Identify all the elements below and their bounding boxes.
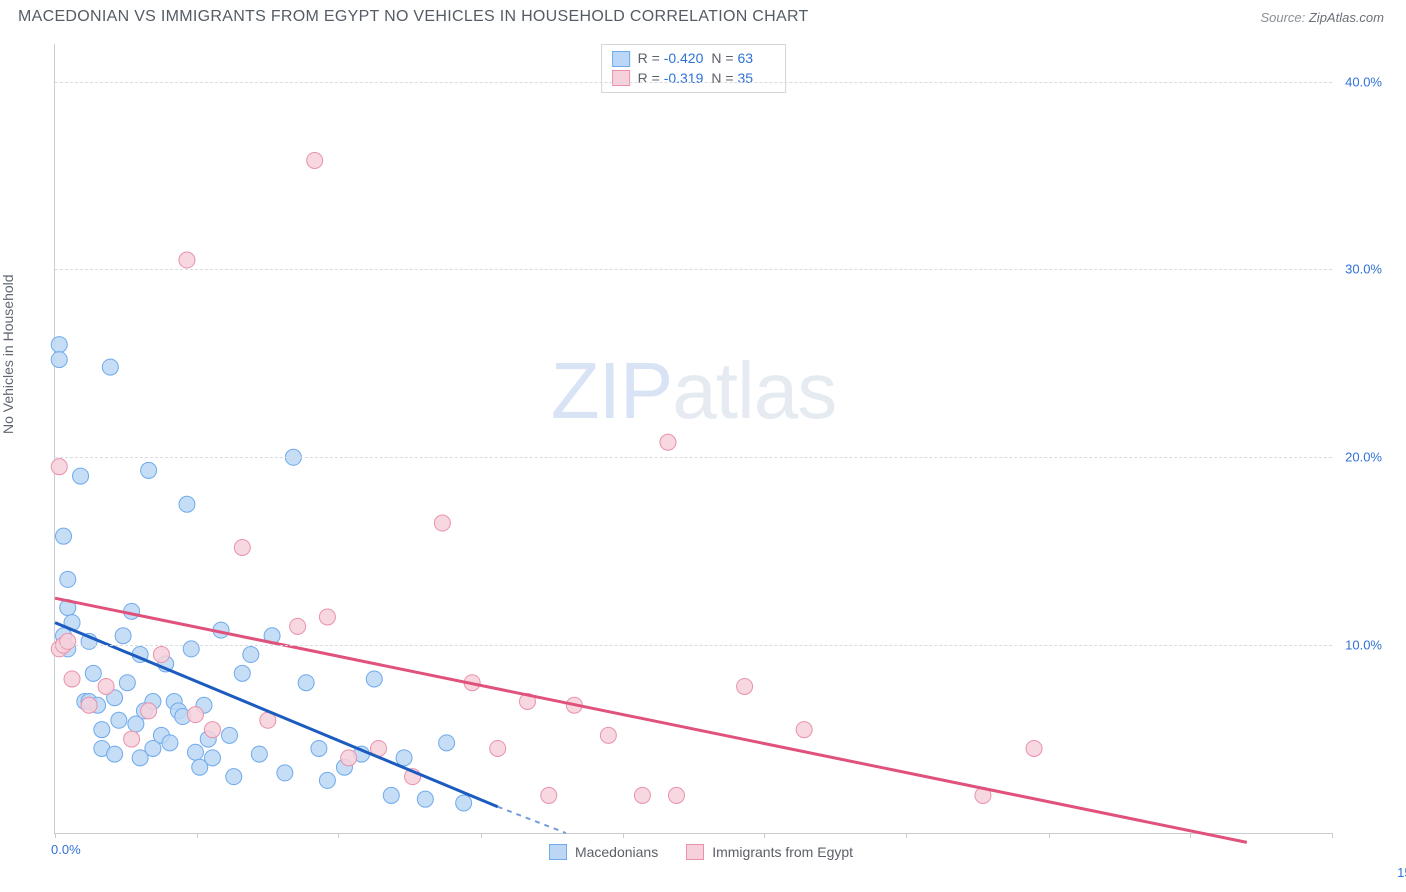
x-tick (764, 833, 765, 838)
y-tick-label: 10.0% (1345, 638, 1382, 653)
grid-line (55, 82, 1332, 83)
scatter-point (183, 641, 199, 657)
scatter-point (141, 703, 157, 719)
scatter-point (187, 707, 203, 723)
scatter-point (119, 675, 135, 691)
scatter-point (60, 633, 76, 649)
scatter-point (319, 772, 335, 788)
scatter-point (60, 571, 76, 587)
legend-item-1: Immigrants from Egypt (686, 844, 853, 860)
y-tick-label: 40.0% (1345, 74, 1382, 89)
source-attribution: Source: ZipAtlas.com (1260, 10, 1384, 25)
scatter-point (115, 628, 131, 644)
scatter-point (366, 671, 382, 687)
scatter-point (796, 722, 812, 738)
scatter-point (600, 727, 616, 743)
x-tick (55, 833, 56, 838)
scatter-point (737, 678, 753, 694)
scatter-point (226, 769, 242, 785)
x-tick (338, 833, 339, 838)
x-tick (906, 833, 907, 838)
legend-swatch-0 (549, 844, 567, 860)
scatter-point (51, 337, 67, 353)
source-prefix: Source: (1260, 10, 1308, 25)
scatter-point (307, 152, 323, 168)
scatter-point (417, 791, 433, 807)
scatter-point (51, 352, 67, 368)
scatter-point (311, 740, 327, 756)
scatter-point (319, 609, 335, 625)
scatter-point (102, 359, 118, 375)
scatter-point (162, 735, 178, 751)
scatter-point (141, 462, 157, 478)
legend-label-0: Macedonians (575, 844, 658, 860)
scatter-point (107, 746, 123, 762)
scatter-point (277, 765, 293, 781)
plot-area: ZIPatlas R = -0.420 N = 63 R = -0.319 N … (54, 44, 1332, 834)
grid-line (55, 269, 1332, 270)
scatter-point (234, 665, 250, 681)
trend-line-extrapolated (498, 807, 566, 833)
scatter-point (73, 468, 89, 484)
y-tick-label: 20.0% (1345, 450, 1382, 465)
x-tick (1190, 833, 1191, 838)
scatter-point (660, 434, 676, 450)
scatter-point (668, 787, 684, 803)
scatter-point (298, 675, 314, 691)
x-tick (1332, 833, 1333, 838)
x-tick (1049, 833, 1050, 838)
scatter-point (124, 731, 140, 747)
source-name: ZipAtlas.com (1309, 10, 1384, 25)
scatter-point (85, 665, 101, 681)
y-axis-title: No Vehicles in Household (0, 274, 16, 434)
scatter-point (179, 496, 195, 512)
scatter-point (56, 528, 72, 544)
scatter-point (439, 735, 455, 751)
scatter-point (456, 795, 472, 811)
scatter-point (243, 647, 259, 663)
scatter-point (179, 252, 195, 268)
legend-swatch-1 (686, 844, 704, 860)
scatter-point (187, 744, 203, 760)
x-tick (623, 833, 624, 838)
grid-line (55, 457, 1332, 458)
scatter-point (490, 740, 506, 756)
scatter-svg (55, 44, 1332, 833)
legend-item-0: Macedonians (549, 844, 658, 860)
scatter-point (434, 515, 450, 531)
scatter-point (51, 459, 67, 475)
scatter-point (94, 722, 110, 738)
x-tick (197, 833, 198, 838)
scatter-point (383, 787, 399, 803)
scatter-point (204, 750, 220, 766)
scatter-point (234, 539, 250, 555)
x-label-max: 15.0% (1397, 865, 1406, 880)
legend: Macedonians Immigrants from Egypt (18, 844, 1384, 860)
trend-line (55, 598, 1247, 842)
scatter-point (1026, 740, 1042, 756)
scatter-point (204, 722, 220, 738)
scatter-point (341, 750, 357, 766)
chart-title: MACEDONIAN VS IMMIGRANTS FROM EGYPT NO V… (18, 8, 809, 26)
grid-line (55, 645, 1332, 646)
scatter-point (541, 787, 557, 803)
scatter-point (222, 727, 238, 743)
chart-container: No Vehicles in Household ZIPatlas R = -0… (18, 40, 1384, 872)
scatter-point (396, 750, 412, 766)
scatter-point (251, 746, 267, 762)
scatter-point (64, 671, 80, 687)
scatter-point (111, 712, 127, 728)
scatter-point (81, 697, 97, 713)
scatter-point (634, 787, 650, 803)
scatter-point (290, 618, 306, 634)
scatter-point (98, 678, 114, 694)
scatter-point (153, 647, 169, 663)
x-tick (481, 833, 482, 838)
legend-label-1: Immigrants from Egypt (712, 844, 853, 860)
y-tick-label: 30.0% (1345, 262, 1382, 277)
